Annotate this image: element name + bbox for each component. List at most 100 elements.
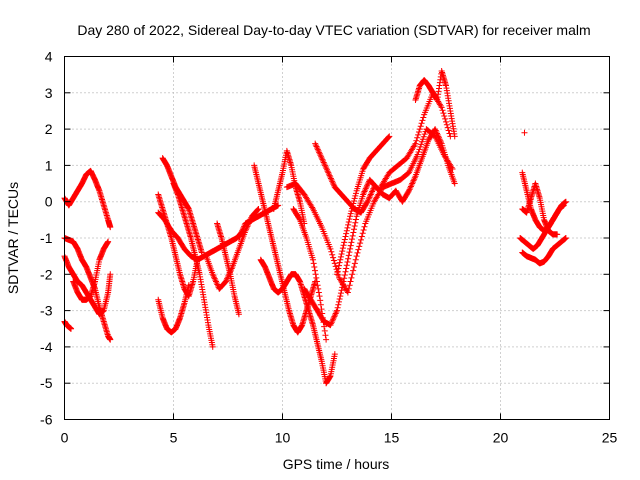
data-point (211, 275, 218, 282)
data-point (214, 281, 221, 288)
data-point (419, 138, 426, 145)
data-point (406, 186, 413, 193)
y-tick-label: -5 (40, 375, 53, 391)
data-point (344, 224, 351, 231)
data-point (349, 232, 356, 239)
data-point (340, 242, 347, 249)
data-point (438, 104, 445, 111)
data-point (419, 136, 426, 143)
data-point (350, 229, 357, 236)
data-point (254, 206, 261, 213)
data-point (437, 102, 444, 109)
data-point (341, 236, 348, 243)
data-point (407, 184, 414, 191)
data-point (319, 156, 326, 163)
data-point (385, 134, 392, 141)
data-point (340, 278, 347, 285)
data-point (330, 316, 337, 323)
data-point (335, 298, 342, 305)
data-point (411, 142, 418, 149)
data-point (409, 180, 416, 187)
data-point (213, 278, 220, 285)
data-point (209, 343, 216, 350)
data-point (420, 114, 427, 121)
data-point (322, 163, 329, 170)
data-point (343, 230, 350, 237)
data-point (315, 289, 322, 296)
data-point (436, 134, 443, 141)
data-point (335, 272, 342, 279)
data-point (347, 213, 354, 220)
data-point (328, 248, 335, 255)
data-point (345, 221, 352, 228)
data-point (418, 120, 425, 127)
data-point (318, 153, 325, 160)
data-point (235, 235, 242, 241)
data-point (330, 254, 337, 261)
data-point (239, 226, 246, 233)
data-point (360, 227, 367, 234)
data-point (352, 256, 359, 263)
data-point (316, 149, 323, 156)
data-point (346, 216, 353, 223)
data-point (317, 301, 324, 308)
data-point (348, 239, 355, 246)
data-point (414, 134, 421, 141)
data-point (343, 262, 350, 269)
data-point (366, 194, 373, 201)
x-tick-label: 0 (61, 430, 69, 446)
data-point (367, 192, 374, 199)
data-point (364, 181, 371, 188)
data-point (435, 133, 442, 140)
data-point (326, 172, 333, 179)
data-point (211, 274, 218, 281)
data-point (407, 183, 414, 190)
data-point (349, 236, 356, 243)
data-point (370, 185, 377, 192)
data-point (311, 264, 318, 271)
data-point (223, 277, 230, 284)
data-point (521, 129, 528, 136)
data-point (323, 336, 330, 343)
data-point (337, 256, 344, 263)
data-point (328, 176, 335, 183)
data-point (415, 148, 422, 155)
data-point (364, 198, 371, 205)
data-point (235, 311, 242, 318)
data-point (345, 285, 352, 292)
data-point (316, 293, 323, 300)
x-tick-label: 25 (602, 430, 618, 446)
grid-lines (64, 56, 610, 420)
data-point (445, 127, 452, 134)
data-point (237, 232, 244, 239)
data-point (349, 205, 356, 212)
data-point (337, 290, 344, 297)
data-point (365, 197, 372, 204)
data-point (421, 131, 428, 138)
data-point (417, 143, 424, 150)
data-point (311, 267, 318, 274)
data-point (314, 144, 321, 151)
chart-title: Day 280 of 2022, Sidereal Day-to-day VTE… (77, 22, 590, 38)
data-point (296, 215, 303, 222)
data-point (325, 171, 332, 178)
data-point (335, 301, 342, 308)
data-point (341, 272, 348, 279)
data-point (342, 268, 349, 275)
data-point (330, 257, 337, 264)
data-point (363, 199, 370, 206)
data-point (352, 216, 359, 223)
data-point (434, 131, 441, 138)
data-point (408, 182, 415, 189)
data-point (254, 207, 261, 214)
data-point (419, 117, 426, 124)
data-point (339, 245, 346, 252)
data-point (324, 168, 331, 175)
data-point (360, 191, 367, 198)
y-tick-label: -3 (40, 303, 53, 319)
data-point (327, 245, 334, 252)
data-point (238, 229, 245, 236)
data-point (329, 178, 336, 185)
data-point (312, 142, 319, 149)
data-point (348, 274, 355, 281)
